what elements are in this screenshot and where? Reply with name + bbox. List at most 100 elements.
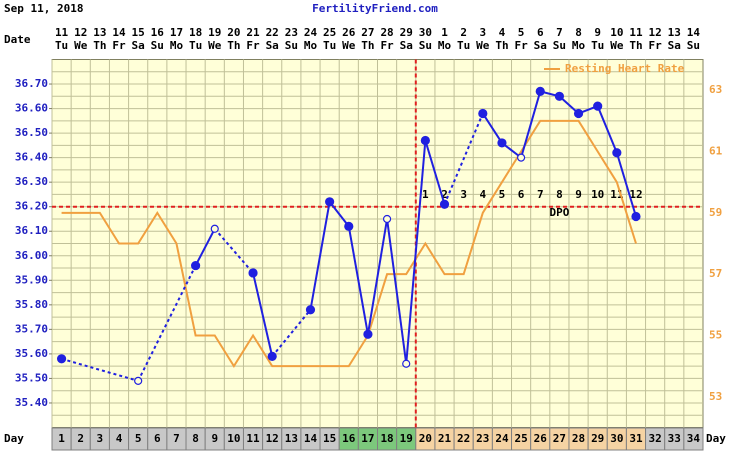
site-name[interactable]: FertilityFriend.com (312, 2, 438, 15)
temperature-point (134, 376, 143, 385)
date-label: 10 (610, 26, 623, 39)
temperature-segment (252, 272, 274, 357)
weekday-label: Mo (438, 39, 452, 52)
temperature-segment (213, 228, 254, 274)
y2-tick-label: 63 (709, 83, 722, 96)
weekday-label: Mo (170, 39, 184, 52)
date-label: 3 (479, 26, 486, 39)
date-label: 6 (537, 26, 544, 39)
cycle-day-label: 27 (553, 432, 566, 445)
dpo-number: 10 (591, 188, 604, 201)
weekday-label: Fr (514, 39, 528, 52)
weekday-label: Fr (380, 39, 394, 52)
temperature-segment (386, 218, 408, 364)
temperature-point (631, 211, 641, 222)
temperature-point (248, 268, 258, 278)
cycle-day-label: 3 (97, 432, 104, 445)
temperature-point (573, 108, 584, 119)
legend-label: Resting Heart Rate (565, 62, 685, 75)
cycle-day-label: 28 (572, 432, 585, 445)
y2-tick-label: 59 (709, 206, 722, 219)
cycle-day-label: 9 (211, 432, 218, 445)
y2-tick-label: 61 (709, 145, 723, 158)
dpo-number: 8 (556, 188, 563, 201)
weekday-label: Fr (649, 39, 663, 52)
date-label: 1 (441, 26, 448, 39)
temperature-point (478, 108, 488, 119)
temperature-segment (520, 91, 542, 158)
y-tick-label: 36.60 (15, 102, 48, 115)
cycle-day-label: 20 (419, 432, 432, 445)
dpo-number: 5 (499, 188, 506, 201)
date-label: 19 (208, 26, 221, 39)
weekday-label: Tu (323, 39, 336, 52)
weekday-label: Th (495, 39, 508, 52)
cycle-day-label: 16 (342, 432, 356, 445)
date-label: 21 (246, 26, 260, 39)
temperature-segment (405, 140, 427, 364)
temperature-point (497, 138, 507, 148)
weekday-label: Tu (55, 39, 68, 52)
weekday-label: Su (419, 39, 432, 52)
date-label: 20 (227, 26, 240, 39)
date-label: 5 (518, 26, 525, 39)
weekday-label: Su (687, 39, 700, 52)
y-tick-label: 35.40 (15, 396, 48, 409)
temperature-segment (194, 228, 216, 267)
temperature-point (517, 153, 526, 162)
cycle-day-label: 25 (514, 432, 527, 445)
cycle-day-label: 7 (173, 432, 180, 445)
weekday-label: Sa (668, 39, 681, 52)
weekday-label: Tu (591, 39, 604, 52)
date-label: 15 (132, 26, 145, 39)
temperature-point (210, 224, 219, 233)
dpo-number: 12 (629, 188, 642, 201)
date-label: 25 (323, 26, 336, 39)
y2-tick-label: 55 (709, 329, 722, 342)
temperature-segment (347, 226, 369, 335)
temperature-point (56, 354, 67, 364)
day-cell (683, 427, 704, 451)
cycle-day-label: 32 (649, 432, 662, 445)
date-label: 13 (93, 26, 106, 39)
cycle-day-label: 10 (227, 432, 240, 445)
weekday-label: Th (227, 39, 240, 52)
date-label: 12 (74, 26, 87, 39)
temperature-segment (443, 113, 484, 205)
temperature-segment (424, 140, 446, 205)
cycle-day-label: 8 (192, 432, 199, 445)
date-row-label: Date (4, 33, 31, 46)
y2-tick-label: 53 (709, 390, 722, 403)
dpo-number: 9 (575, 188, 582, 201)
temperature-point (593, 101, 603, 111)
date-label: 26 (342, 26, 356, 39)
date-label: 11 (55, 26, 69, 39)
temperature-segment (615, 152, 637, 217)
temperature-point (612, 148, 622, 158)
dpo-number: 4 (479, 188, 486, 201)
temperature-point (191, 260, 201, 271)
cycle-day-label: 22 (457, 432, 470, 445)
cycle-day-label: 24 (495, 432, 509, 445)
weekday-label: Th (629, 39, 642, 52)
weekday-label: Su (553, 39, 566, 52)
weekday-label: Fr (112, 39, 126, 52)
cycle-day-label: 13 (285, 432, 298, 445)
weekday-label: Mo (304, 39, 318, 52)
date-label: 29 (400, 26, 413, 39)
weekday-label: Fr (246, 39, 260, 52)
y-tick-label: 36.00 (15, 249, 48, 262)
y-tick-label: 35.70 (15, 322, 48, 335)
weekday-label: Su (285, 39, 298, 52)
date-label: 7 (556, 26, 563, 39)
temperature-segment (271, 309, 312, 357)
day-row-label-right: Day (706, 432, 726, 445)
temperature-point (267, 351, 277, 361)
weekday-label: We (476, 39, 490, 52)
temperature-segment (366, 218, 389, 335)
temperature-point (344, 221, 354, 231)
temperature-point (535, 86, 545, 96)
cycle-day-label: 26 (534, 432, 548, 445)
y-tick-label: 36.50 (15, 126, 48, 139)
date-label: 14 (687, 26, 701, 39)
